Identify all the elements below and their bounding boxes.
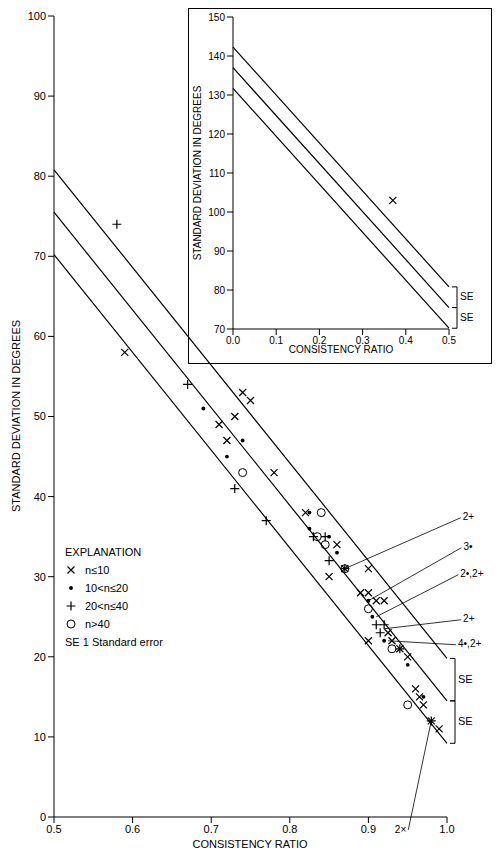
svg-text:SE: SE — [458, 673, 473, 685]
svg-text:40: 40 — [34, 491, 46, 503]
svg-text:80: 80 — [214, 285, 226, 296]
svg-text:0.5: 0.5 — [46, 823, 61, 835]
svg-text:4•,2+: 4•,2+ — [458, 638, 481, 649]
svg-text:0.0: 0.0 — [226, 335, 240, 346]
svg-text:2+: 2+ — [463, 613, 475, 624]
svg-text:2×: 2× — [395, 824, 407, 835]
svg-text:SE: SE — [458, 715, 473, 727]
svg-text:2+: 2+ — [463, 511, 475, 522]
svg-text:0: 0 — [40, 811, 46, 823]
svg-text:10: 10 — [34, 731, 46, 743]
svg-text:150: 150 — [208, 12, 225, 23]
svg-text:30: 30 — [34, 571, 46, 583]
svg-text:0.7: 0.7 — [204, 823, 219, 835]
svg-text:1.0: 1.0 — [439, 823, 454, 835]
svg-text:0.8: 0.8 — [282, 823, 297, 835]
svg-text:100: 100 — [28, 10, 46, 22]
svg-text:SE: SE — [460, 291, 474, 302]
svg-text:2•,2+: 2•,2+ — [460, 568, 483, 579]
svg-text:3•: 3• — [463, 541, 473, 552]
svg-text:60: 60 — [34, 330, 46, 342]
svg-text:50: 50 — [34, 410, 46, 422]
svg-text:70: 70 — [214, 324, 226, 335]
svg-text:80: 80 — [34, 170, 46, 182]
svg-text:SE: SE — [460, 312, 474, 323]
svg-text:0.1: 0.1 — [269, 335, 283, 346]
svg-text:90: 90 — [34, 90, 46, 102]
svg-text:90: 90 — [214, 246, 226, 257]
svg-text:140: 140 — [208, 51, 225, 62]
svg-text:100: 100 — [208, 207, 225, 218]
svg-text:70: 70 — [34, 250, 46, 262]
svg-text:0.9: 0.9 — [361, 823, 376, 835]
svg-text:120: 120 — [208, 129, 225, 140]
svg-text:130: 130 — [208, 90, 225, 101]
svg-text:110: 110 — [209, 168, 225, 179]
svg-text:0.6: 0.6 — [125, 823, 140, 835]
svg-text:20: 20 — [34, 651, 46, 663]
svg-text:0.4: 0.4 — [399, 335, 413, 346]
svg-text:0.5: 0.5 — [442, 335, 456, 346]
